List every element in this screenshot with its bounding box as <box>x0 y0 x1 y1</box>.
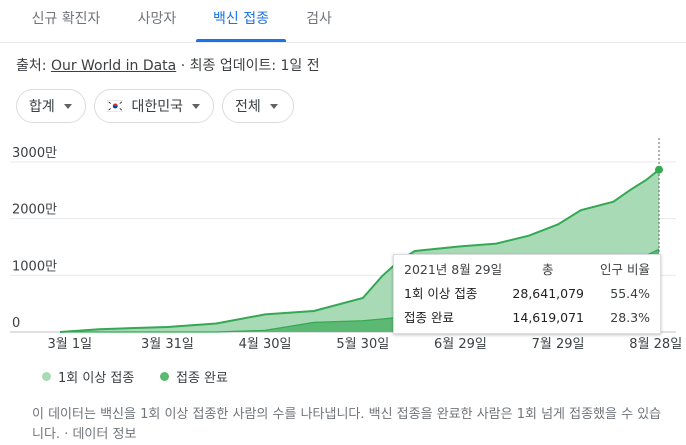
legend-item-first-dose[interactable]: 1회 이상 접종 <box>42 367 134 386</box>
country-dropdown-label: 대한민국 <box>131 99 183 115</box>
x-tick-label: 5월 30일 <box>336 337 389 352</box>
last-updated: · 최종 업데이트: 1일 전 <box>180 58 320 74</box>
x-tick-label: 3월 1일 <box>47 337 92 352</box>
legend-item-fully-vaccinated[interactable]: 접종 완료 <box>160 367 228 386</box>
footnote: 이 데이터는 백신을 1회 이상 접종한 사람의 수를 나타냅니다. 백신 접종… <box>32 405 672 445</box>
x-tick-label: 6월 29일 <box>434 337 487 352</box>
x-tick-label: 7월 29일 <box>532 337 585 352</box>
country-dropdown[interactable]: 대한민국 <box>94 89 214 123</box>
tab-deaths[interactable]: 사망자 <box>137 11 177 27</box>
caret-down-icon <box>269 103 278 109</box>
tooltip-row: 접종 완료 14,619,071 28.3% <box>394 307 660 329</box>
tooltip-row-ratio: 55.4% <box>610 286 650 301</box>
caret-down-icon <box>63 103 72 109</box>
legend-swatch <box>42 372 51 381</box>
scope-dropdown[interactable]: 전체 <box>222 89 294 123</box>
data-info-link[interactable]: 데이터 정보 <box>72 427 137 442</box>
tooltip-row: 1회 이상 접종 28,641,079 55.4% <box>394 283 660 305</box>
source-prefix: 출처: <box>16 58 47 74</box>
y-tick-label: 2000만 <box>12 203 57 218</box>
x-tick-label: 4월 30일 <box>239 337 292 352</box>
y-tick-label: 3000만 <box>12 146 57 161</box>
tooltip-header: 2021년 8월 29일 총 인구 비율 <box>394 259 660 281</box>
metric-dropdown[interactable]: 합계 <box>16 89 86 123</box>
tooltip-col-ratio: 인구 비율 <box>600 262 650 277</box>
separator: · <box>64 427 73 442</box>
tooltip-row-total: 28,641,079 <box>512 286 584 301</box>
source-line: 출처: Our World in Data · 최종 업데이트: 1일 전 <box>16 55 320 75</box>
chart-tooltip: 2021년 8월 29일 총 인구 비율 1회 이상 접종 28,641,079… <box>393 254 661 334</box>
metric-dropdown-label: 합계 <box>29 99 55 115</box>
tab-tests[interactable]: 검사 <box>306 11 332 27</box>
scope-dropdown-label: 전체 <box>235 99 261 115</box>
tab-vaccination-label: 백신 접종 <box>213 11 269 27</box>
tooltip-row-label: 접종 완료 <box>404 310 454 325</box>
active-tab-indicator <box>196 39 286 42</box>
legend-swatch <box>160 372 169 381</box>
legend-label: 접종 완료 <box>176 371 228 386</box>
y-axis-ticks: 0 1000만 2000만 3000만 <box>12 146 57 331</box>
x-tick-label: 3월 31일 <box>141 337 194 352</box>
south-korea-flag-icon <box>107 100 124 112</box>
y-tick-label: 0 <box>12 316 20 331</box>
x-axis-ticks: 3월 1일 3월 31일 4월 30일 5월 30일 6월 29일 7월 29일 8월 28… <box>47 337 682 352</box>
caret-down-icon <box>192 103 200 109</box>
tooltip-date: 2021년 8월 29일 <box>404 262 503 277</box>
tooltip-row-ratio: 28.3% <box>610 310 650 325</box>
y-tick-label: 1000만 <box>12 259 57 274</box>
tab-new-cases[interactable]: 신규 확진자 <box>31 11 101 27</box>
tab-bar: 신규 확진자 사망자 백신 접종 검사 <box>0 0 686 43</box>
first-dose-line <box>59 168 660 333</box>
tab-vaccination[interactable]: 백신 접종 <box>196 0 286 42</box>
tooltip-col-total: 총 <box>542 262 554 277</box>
x-tick-label: 8월 28일 <box>629 337 682 352</box>
source-link[interactable]: Our World in Data <box>50 58 177 74</box>
tooltip-row-total: 14,619,071 <box>512 310 584 325</box>
tooltip-row-label: 1회 이상 접종 <box>404 286 478 301</box>
legend-label: 1회 이상 접종 <box>58 371 135 386</box>
hover-point <box>655 165 663 174</box>
